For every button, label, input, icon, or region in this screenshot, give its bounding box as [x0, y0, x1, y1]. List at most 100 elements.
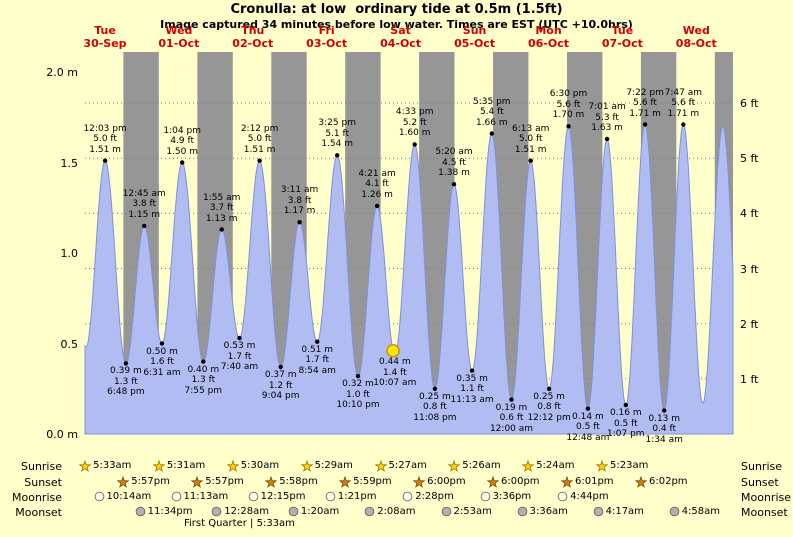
- tide-high-label: 5:35 pm 5.4 ft 1.66 m: [473, 96, 511, 128]
- tide-low-label: 0.19 m 0.6 ft 12:00 am: [489, 402, 534, 434]
- day-name: Tue: [94, 24, 116, 37]
- day-name: Thu: [241, 24, 265, 37]
- sunrise-time: 5:29am: [314, 460, 353, 471]
- day-date: 06-Oct: [527, 36, 570, 50]
- tide-extreme-dot: [585, 406, 591, 411]
- tide-high-label: 7:47 am 5.6 ft 1.71 m: [664, 87, 702, 119]
- day-date: 07-Oct: [601, 36, 643, 50]
- moonrise-time: 4:44pm: [570, 491, 609, 502]
- tide-extreme-dot: [278, 364, 283, 370]
- moonrise-moon-icon: [402, 491, 413, 502]
- sunset-star-icon: [413, 475, 426, 488]
- moonset-row-label-right: Moonset: [741, 506, 788, 519]
- sunset-time: 6:02pm: [649, 476, 688, 487]
- moonrise-time: 11:13am: [183, 491, 229, 502]
- day-label: Sun 05-Oct: [454, 24, 495, 50]
- page-title: Cronulla: at low ordinary tide at 0.5m (…: [230, 2, 563, 17]
- tide-extreme-dot: [237, 335, 242, 341]
- moonrise-entry: 3:36pm: [480, 490, 532, 503]
- sunset-entry: 6:00pm: [487, 475, 540, 488]
- tide-extreme-dot: [159, 341, 165, 346]
- day-name: Sun: [462, 24, 487, 37]
- tide-low-label: 0.25 m 0.8 ft 11:08 pm: [413, 391, 457, 423]
- tide-extreme-dot: [219, 227, 224, 232]
- moonset-moon-icon: [517, 506, 527, 517]
- moonrise-time: 3:36pm: [492, 491, 532, 502]
- tide-high-label: 7:01 am 5.3 ft 1.63 m: [588, 102, 626, 133]
- moonset-entry: 4:58am: [669, 505, 720, 518]
- tide-low-label: 0.25 m 0.8 ft 12:12 pm: [527, 391, 571, 423]
- moonrise-row-label-left: Moonrise: [12, 491, 62, 504]
- tide-high-label: 4:33 pm 5.2 ft 1.60 m: [395, 107, 434, 139]
- sunset-time: 6:01pm: [575, 476, 614, 487]
- tide-high-label: 1:04 pm 4.9 ft 1.50 m: [163, 125, 201, 157]
- sunrise-time: 5:33am: [93, 460, 132, 471]
- moonrise-moon-icon: [557, 491, 568, 502]
- moonrise-moon-icon: [94, 491, 104, 502]
- sunrise-row-label-right: Sunrise: [741, 460, 783, 473]
- moonrise-moon-icon: [171, 491, 181, 502]
- tide-low-label: 0.14 m 0.5 ft 12:48 am: [566, 411, 610, 443]
- moonrise-time: 12:15pm: [260, 491, 306, 502]
- sunset-time: 6:00pm: [427, 476, 466, 487]
- tide-extreme-dot: [412, 142, 417, 147]
- day-label: Tue 07-Oct: [601, 24, 643, 50]
- sunrise-entry: 5:26am: [448, 459, 501, 472]
- day-date: 08-Oct: [675, 36, 717, 50]
- feet-tick-label: 1 ft: [740, 372, 759, 386]
- tide-high-label: 3:25 pm 5.1 ft 1.54 m: [318, 118, 356, 150]
- moonset-entry: 4:17am: [593, 505, 644, 518]
- sunrise-entry: 5:23am: [596, 459, 648, 472]
- moon-phase-note: First Quarter | 5:33am: [184, 518, 295, 529]
- moonrise-entry: 4:44pm: [557, 490, 609, 503]
- tide-extreme-dot: [681, 122, 686, 127]
- moonset-moon-icon: [211, 506, 222, 517]
- day-label: Fri 03-Oct: [306, 24, 347, 50]
- tide-low-label: 0.53 m 1.7 ft 7:40 am: [220, 341, 259, 373]
- sunrise-entry: 5:24am: [522, 459, 575, 472]
- moonrise-entry: 2:28pm: [402, 490, 454, 503]
- day-date: 30-Sep: [83, 36, 127, 50]
- meter-tick-label: 0.0 m: [46, 428, 78, 441]
- moonset-moon-icon: [441, 506, 451, 517]
- moonrise-time: 1:21pm: [337, 491, 377, 502]
- moonset-time: 4:17am: [605, 506, 644, 517]
- moonset-entry: 2:08am: [364, 505, 416, 518]
- sunset-star-icon: [265, 475, 278, 488]
- feet-tick-label: 6 ft: [740, 97, 759, 110]
- tide-high-label: 12:45 am 3.8 ft 1.15 m: [122, 188, 166, 220]
- tide-high-label: 12:03 pm 5.0 ft 1.51 m: [83, 123, 127, 155]
- sunset-entry: 5:57pm: [117, 475, 170, 488]
- tide-high-label: 6:30 pm 5.6 ft 1.70 m: [549, 89, 588, 121]
- sunset-entry: 5:58pm: [265, 475, 318, 488]
- tide-extreme-dot: [297, 220, 302, 225]
- sunrise-time: 5:31am: [166, 460, 206, 471]
- sunset-time: 5:58pm: [279, 476, 318, 487]
- moonrise-row-label-right: Moonrise: [741, 491, 791, 504]
- tide-extreme-dot: [642, 122, 648, 127]
- tide-low-label: 0.50 m 1.6 ft 6:31 am: [143, 346, 181, 378]
- moonrise-moon-icon: [325, 491, 336, 502]
- moonset-moon-icon: [669, 506, 679, 517]
- tide-high-label: 4:21 am 4.1 ft 1.26 m: [358, 168, 396, 200]
- day-name: Sat: [390, 24, 411, 37]
- tide-low-label: 0.35 m 1.1 ft 11:13 am: [450, 373, 494, 405]
- sunset-entry: 5:59pm: [339, 475, 392, 488]
- sunrise-entry: 5:31am: [152, 459, 206, 472]
- tide-high-label: 5:20 am 4.5 ft 1.38 m: [435, 147, 473, 179]
- moonrise-entry: 1:21pm: [325, 490, 377, 503]
- day-name: Mon: [535, 24, 562, 37]
- moonset-moon-icon: [593, 506, 603, 517]
- day-label: Tue 30-Sep: [83, 24, 127, 50]
- tide-extreme-dot: [315, 339, 320, 344]
- moonset-entry: 11:34pm: [135, 505, 193, 518]
- sunrise-star-icon: [448, 459, 461, 472]
- day-label: Wed 01-Oct: [158, 24, 199, 50]
- sunset-time: 5:57pm: [205, 476, 244, 487]
- moonset-time: 1:20am: [300, 506, 340, 517]
- meter-tick-label: 0.5: [60, 337, 79, 351]
- moonrise-moon-icon: [248, 491, 258, 502]
- meter-tick-label: 1.0: [60, 247, 79, 260]
- tide-extreme-dot: [432, 386, 438, 391]
